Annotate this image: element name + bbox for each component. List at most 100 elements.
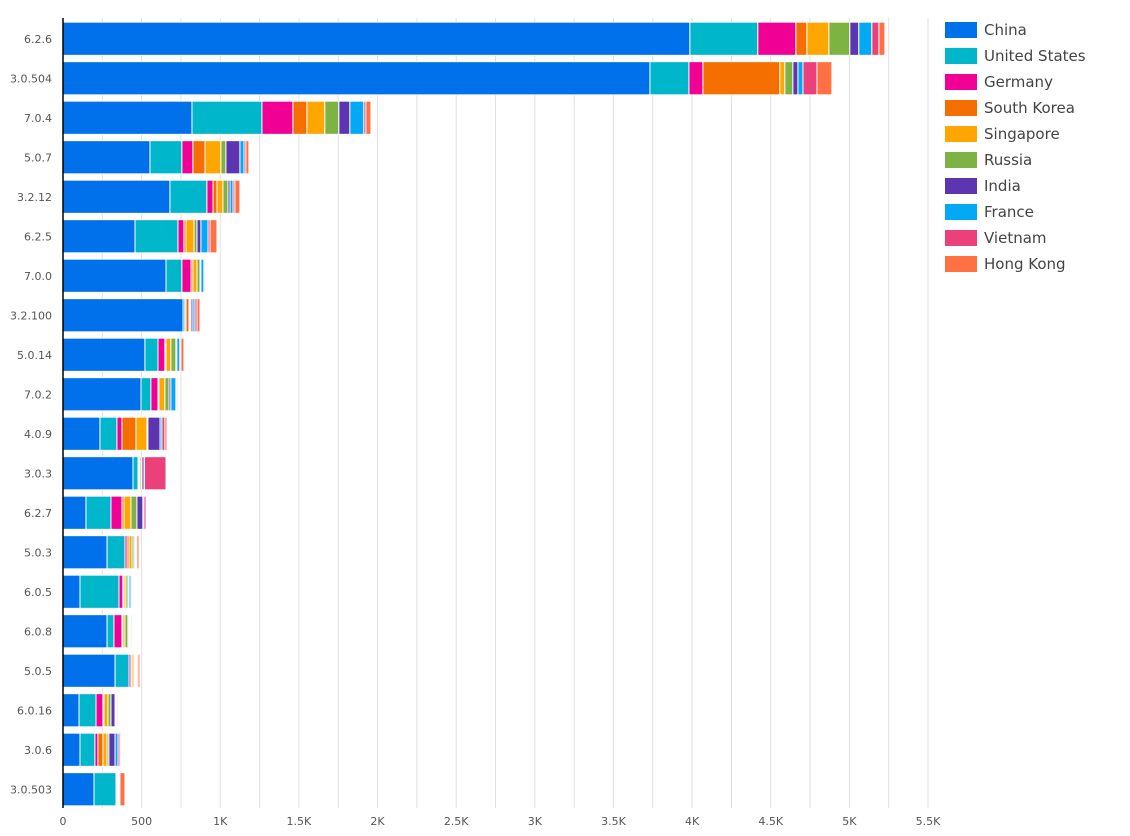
bar-segment-germany[interactable]: 6.2.6 — Germany: 242 — [757, 21, 797, 56]
bar-segment-united-states[interactable]: 5.0.14 — United States: 83 — [144, 337, 159, 372]
bar-segment-china[interactable]: 3.0.3 — China: 445 — [62, 456, 134, 491]
bar-segment-hong-kong[interactable]: 7.0.4 — Hong Kong: 32 — [365, 100, 372, 135]
bar-segment-united-states[interactable]: 7.0.0 — United States: 101 — [165, 258, 183, 293]
bar-segment-hong-kong[interactable]: 3.2.12 — Hong Kong: 32 — [234, 179, 241, 214]
bar-segment-china[interactable]: 6.2.7 — China: 146 — [62, 495, 87, 530]
bar-segment-vietnam[interactable]: 6.2.6 — Vietnam: 45 — [871, 21, 880, 56]
bar-segment-germany[interactable]: 7.0.4 — Germany: 197 — [261, 100, 294, 135]
bar-segment-germany[interactable]: 3.0.504 — Germany: 89 — [688, 61, 704, 96]
bar-segment-hong-kong[interactable]: 7.0.2 — Hong Kong: 7 — [176, 377, 179, 412]
bar-segment-united-states[interactable]: 5.0.3 — United States: 114 — [106, 535, 126, 570]
bar-segment-singapore[interactable]: 4.0.9 — Singapore: 70 — [135, 416, 148, 451]
bar-segment-singapore[interactable]: 7.0.2 — Singapore: 38 — [158, 377, 166, 412]
bar-segment-hong-kong[interactable]: 6.2.7 — Hong Kong: 6 — [145, 495, 148, 530]
bar-segment-united-states[interactable]: 5.0.5 — United States: 89 — [114, 653, 130, 688]
bar-segment-germany[interactable]: 5.0.7 — Germany: 70 — [181, 140, 194, 175]
bar-segment-united-states[interactable]: 3.0.3 — United States: 32 — [132, 456, 139, 491]
bar-segment-hong-kong[interactable]: 3.0.504 — Hong Kong: 95 — [816, 61, 833, 96]
bar-segment-russia[interactable]: 5.0.14 — Russia: 32 — [170, 337, 177, 372]
bar-segment-india[interactable]: 3.0.6 — India: 39 — [108, 732, 116, 767]
bar-segment-russia[interactable]: 6.2.7 — Russia: 38 — [130, 495, 138, 530]
bar-segment-south-korea[interactable]: 3.0.504 — South Korea: 489 — [702, 61, 781, 96]
bar-segment-united-states[interactable]: 3.0.503 — United States: 140 — [93, 772, 117, 807]
bar-segment-south-korea[interactable]: 4.0.9 — South Korea: 89 — [121, 416, 137, 451]
bar-segment-russia[interactable]: 6.2.6 — Russia: 133 — [828, 21, 851, 56]
bar-segment-south-korea[interactable]: 5.0.7 — South Korea: 77 — [192, 140, 206, 175]
bar-segment-singapore[interactable]: 3.2.12 — Singapore: 38 — [216, 179, 224, 214]
bar-segment-china[interactable]: 5.0.7 — China: 553 — [62, 140, 151, 175]
bar-segment-united-states[interactable]: 6.0.5 — United States: 248 — [79, 574, 120, 609]
bar-segment-hong-kong[interactable]: 4.0.9 — Hong Kong: 13 — [164, 416, 168, 451]
bar-segment-china[interactable]: 3.2.100 — China: 763 — [62, 298, 184, 333]
bar-segment-germany[interactable]: 6.0.5 — Germany: 25 — [118, 574, 124, 609]
bar-segment-china[interactable]: 7.0.0 — China: 655 — [62, 258, 167, 293]
bar-segment-vietnam[interactable]: 3.0.504 — Vietnam: 89 — [802, 61, 818, 96]
bar-segment-china[interactable]: 5.0.5 — China: 331 — [62, 653, 116, 688]
bar-segment-south-korea[interactable]: 6.2.6 — South Korea: 70 — [795, 21, 808, 56]
bar-segment-south-korea[interactable]: 3.2.12 — South Korea: 25 — [212, 179, 218, 214]
bar-segment-singapore[interactable]: 7.0.4 — Singapore: 114 — [306, 100, 326, 135]
bar-segment-china[interactable]: 6.2.5 — China: 458 — [62, 219, 136, 254]
bar-segment-united-states[interactable]: 3.0.6 — United States: 95 — [79, 732, 96, 767]
bar-segment-singapore[interactable]: 5.0.14 — Singapore: 31 — [165, 337, 172, 372]
legend-item-south-korea[interactable]: South Korea — [945, 95, 1086, 121]
bar-segment-china[interactable]: 3.0.6 — China: 108 — [62, 732, 81, 767]
bar-segment-united-states[interactable]: 6.2.5 — United States: 273 — [134, 219, 179, 254]
bar-segment-singapore[interactable]: 6.2.6 — Singapore: 140 — [806, 21, 830, 56]
bar-segment-united-states[interactable]: 4.0.9 — United States: 108 — [99, 416, 118, 451]
bar-segment-france[interactable]: 6.2.6 — France: 83 — [858, 21, 873, 56]
bar-segment-russia[interactable]: 7.0.4 — Russia: 89 — [324, 100, 340, 135]
bar-segment-india[interactable]: 3.0.504 — India: 32 — [792, 61, 799, 96]
bar-segment-france[interactable]: 7.0.4 — France: 89 — [349, 100, 365, 135]
bar-segment-china[interactable]: 3.2.12 — China: 680 — [62, 179, 171, 214]
bar-segment-germany[interactable]: 7.0.2 — Germany: 45 — [150, 377, 159, 412]
bar-segment-germany[interactable]: 4.0.9 — Germany: 32 — [116, 416, 123, 451]
bar-segment-russia[interactable]: 3.2.12 — Russia: 32 — [222, 179, 229, 214]
bar-segment-singapore[interactable]: 6.2.5 — Singapore: 51 — [185, 219, 195, 254]
bar-segment-germany[interactable]: 3.2.12 — Germany: 39 — [206, 179, 214, 214]
bar-segment-india[interactable]: 4.0.9 — India: 77 — [147, 416, 161, 451]
bar-segment-china[interactable]: 7.0.2 — China: 496 — [62, 377, 142, 412]
legend-item-india[interactable]: India — [945, 173, 1086, 199]
bar-segment-singapore[interactable]: 6.2.7 — Singapore: 44 — [123, 495, 132, 530]
legend-item-singapore[interactable]: Singapore — [945, 121, 1086, 147]
bar-segment-united-states[interactable]: 5.0.7 — United States: 203 — [149, 140, 183, 175]
bar-segment-united-states[interactable]: 7.0.2 — United States: 63 — [140, 377, 152, 412]
bar-segment-hong-kong[interactable]: 6.2.5 — Hong Kong: 44 — [209, 219, 218, 254]
bar-segment-singapore[interactable]: 3.0.6 — Singapore: 26 — [102, 732, 108, 767]
bar-segment-vietnam[interactable]: 3.0.3 — Vietnam: 137 — [143, 456, 167, 491]
bar-segment-hong-kong[interactable]: 6.0.16 — Hong Kong: 7 — [116, 693, 119, 728]
bar-segment-india[interactable]: 6.2.6 — India: 57 — [849, 21, 860, 56]
bar-segment-hong-kong[interactable]: 6.0.5 — Hong Kong: 6 — [131, 574, 134, 609]
bar-segment-singapore[interactable]: 5.0.7 — Singapore: 101 — [204, 140, 222, 175]
bar-segment-united-states[interactable]: 3.2.12 — United States: 235 — [169, 179, 208, 214]
bar-segment-united-states[interactable]: 6.0.8 — United States: 44 — [106, 614, 115, 649]
bar-segment-china[interactable]: 5.0.3 — China: 280 — [62, 535, 108, 570]
bar-segment-france[interactable]: 6.2.5 — France: 45 — [200, 219, 209, 254]
bar-segment-india[interactable]: 5.0.7 — India: 89 — [225, 140, 241, 175]
legend-item-china[interactable]: China — [945, 17, 1086, 43]
bar-segment-united-states[interactable]: 7.0.4 — United States: 445 — [191, 100, 263, 135]
legend-item-vietnam[interactable]: Vietnam — [945, 225, 1086, 251]
bar-segment-hong-kong[interactable]: 5.0.7 — Hong Kong: 19 — [245, 140, 250, 175]
bar-segment-china[interactable]: 6.0.5 — China: 108 — [62, 574, 81, 609]
bar-segment-russia[interactable]: 5.0.7 — Russia: 32 — [220, 140, 227, 175]
bar-segment-germany[interactable]: 5.0.14 — Germany: 44 — [157, 337, 166, 372]
bar-segment-hong-kong[interactable]: 3.2.100 — Hong Kong: 19 — [196, 298, 201, 333]
legend-item-hong-kong[interactable]: Hong Kong — [945, 251, 1086, 277]
bar-segment-germany[interactable]: 6.0.16 — Germany: 44 — [95, 693, 104, 728]
bar-segment-hong-kong[interactable]: 5.0.3 — Hong Kong: 13 — [136, 535, 140, 570]
bar-segment-russia[interactable]: 3.0.504 — Russia: 51 — [784, 61, 794, 96]
bar-segment-singapore[interactable]: 3.0.504 — Singapore: 32 — [779, 61, 786, 96]
bar-segment-hong-kong[interactable]: 5.0.14 — Hong Kong: 19 — [180, 337, 185, 372]
bar-segment-china[interactable]: 6.0.16 — China: 102 — [62, 693, 80, 728]
legend-item-united-states[interactable]: United States — [945, 43, 1086, 69]
bar-segment-russia[interactable]: 7.0.2 — Russia: 26 — [164, 377, 170, 412]
legend-item-france[interactable]: France — [945, 199, 1086, 225]
bar-segment-china[interactable]: 7.0.4 — China: 820 — [62, 100, 193, 135]
bar-segment-singapore[interactable]: 6.0.16 — Singapore: 25 — [103, 693, 109, 728]
bar-segment-france[interactable]: 7.0.2 — France: 32 — [170, 377, 177, 412]
bar-segment-china[interactable]: 6.0.8 — China: 280 — [62, 614, 108, 649]
bar-segment-china[interactable]: 6.2.6 — China: 3986 — [62, 21, 691, 56]
bar-segment-china[interactable]: 3.0.503 — China: 197 — [62, 772, 95, 807]
